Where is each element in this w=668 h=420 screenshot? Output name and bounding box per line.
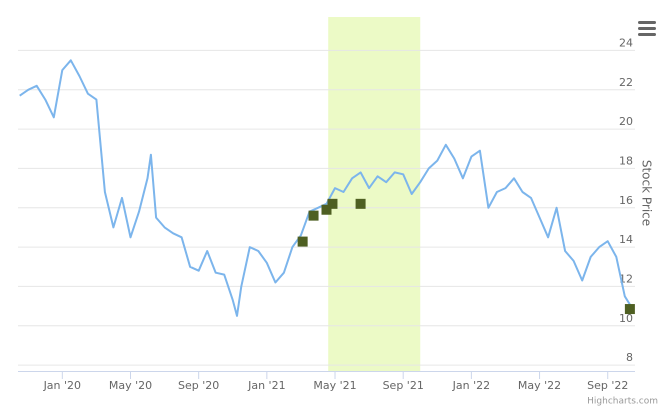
x-tick-label: May '22: [518, 379, 561, 392]
marker: [624, 304, 635, 315]
marker: [308, 210, 319, 221]
y-tick-label: 10: [619, 312, 633, 325]
x-tick-label: Jan '21: [247, 379, 285, 392]
menu-bar: [638, 27, 656, 30]
x-tick-label: May '20: [109, 379, 152, 392]
highlight-band: [328, 17, 421, 371]
menu-button[interactable]: [638, 21, 656, 36]
x-tick-label: Sep '20: [178, 379, 219, 392]
x-tick-label: Jan '20: [43, 379, 81, 392]
y-axis-title: Stock Price: [640, 160, 654, 226]
menu-bar: [638, 21, 656, 24]
price-line: [19, 59, 635, 317]
y-tick-label: 22: [619, 76, 633, 89]
marker: [327, 198, 338, 209]
x-tick-label: Sep '21: [383, 379, 424, 392]
y-tick-label: 8: [626, 351, 633, 364]
y-tick-label: 14: [619, 233, 633, 246]
marker: [321, 204, 332, 215]
menu-bar: [638, 33, 656, 36]
y-tick-label: 20: [619, 115, 633, 128]
x-tick-label: May '21: [313, 379, 356, 392]
marker: [355, 198, 366, 209]
y-tick-label: 16: [619, 194, 633, 207]
y-tick-label: 24: [619, 36, 633, 49]
marker: [297, 236, 308, 247]
x-tick-label: Sep '22: [587, 379, 628, 392]
y-tick-label: 18: [619, 154, 633, 167]
x-tick-label: Jan '22: [452, 379, 490, 392]
credit[interactable]: Highcharts.com: [587, 397, 658, 407]
